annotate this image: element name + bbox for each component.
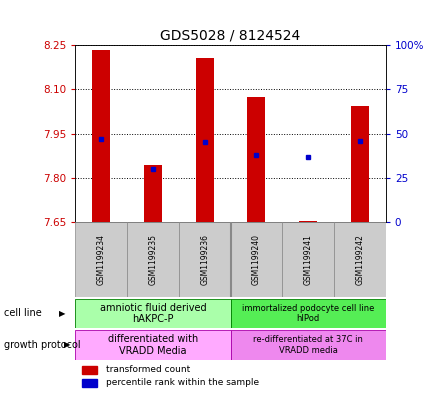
Bar xyxy=(81,365,97,374)
Bar xyxy=(350,106,368,222)
Bar xyxy=(144,165,162,222)
Bar xyxy=(75,222,127,297)
Text: GSM1199242: GSM1199242 xyxy=(355,234,363,285)
Text: ▶: ▶ xyxy=(59,309,66,318)
Bar xyxy=(230,299,385,328)
Bar xyxy=(333,222,385,297)
Bar xyxy=(127,222,178,297)
Bar xyxy=(75,330,230,360)
Text: GSM1199241: GSM1199241 xyxy=(303,234,312,285)
Bar xyxy=(230,222,282,297)
Text: ▶: ▶ xyxy=(63,340,70,349)
Bar xyxy=(75,299,230,328)
Bar xyxy=(230,330,385,360)
Text: GSM1199234: GSM1199234 xyxy=(97,234,105,285)
Text: transformed count: transformed count xyxy=(106,365,190,374)
Text: immortalized podocyte cell line
hIPod: immortalized podocyte cell line hIPod xyxy=(241,304,374,323)
Bar xyxy=(195,59,213,222)
Text: GSM1199235: GSM1199235 xyxy=(148,234,157,285)
Bar xyxy=(282,222,333,297)
Bar xyxy=(247,97,265,222)
Bar xyxy=(81,379,97,387)
Text: cell line: cell line xyxy=(4,309,42,318)
Text: growth protocol: growth protocol xyxy=(4,340,81,350)
Bar xyxy=(298,220,316,222)
Bar xyxy=(92,50,110,222)
Text: differentiated with
VRADD Media: differentiated with VRADD Media xyxy=(108,334,198,356)
Bar xyxy=(178,222,230,297)
Text: amniotic fluid derived
hAKPC-P: amniotic fluid derived hAKPC-P xyxy=(99,303,206,324)
Title: GDS5028 / 8124524: GDS5028 / 8124524 xyxy=(160,29,300,42)
Text: re-differentiated at 37C in
VRADD media: re-differentiated at 37C in VRADD media xyxy=(253,335,362,354)
Text: GSM1199236: GSM1199236 xyxy=(200,234,209,285)
Text: GSM1199240: GSM1199240 xyxy=(252,234,260,285)
Text: percentile rank within the sample: percentile rank within the sample xyxy=(106,378,259,387)
